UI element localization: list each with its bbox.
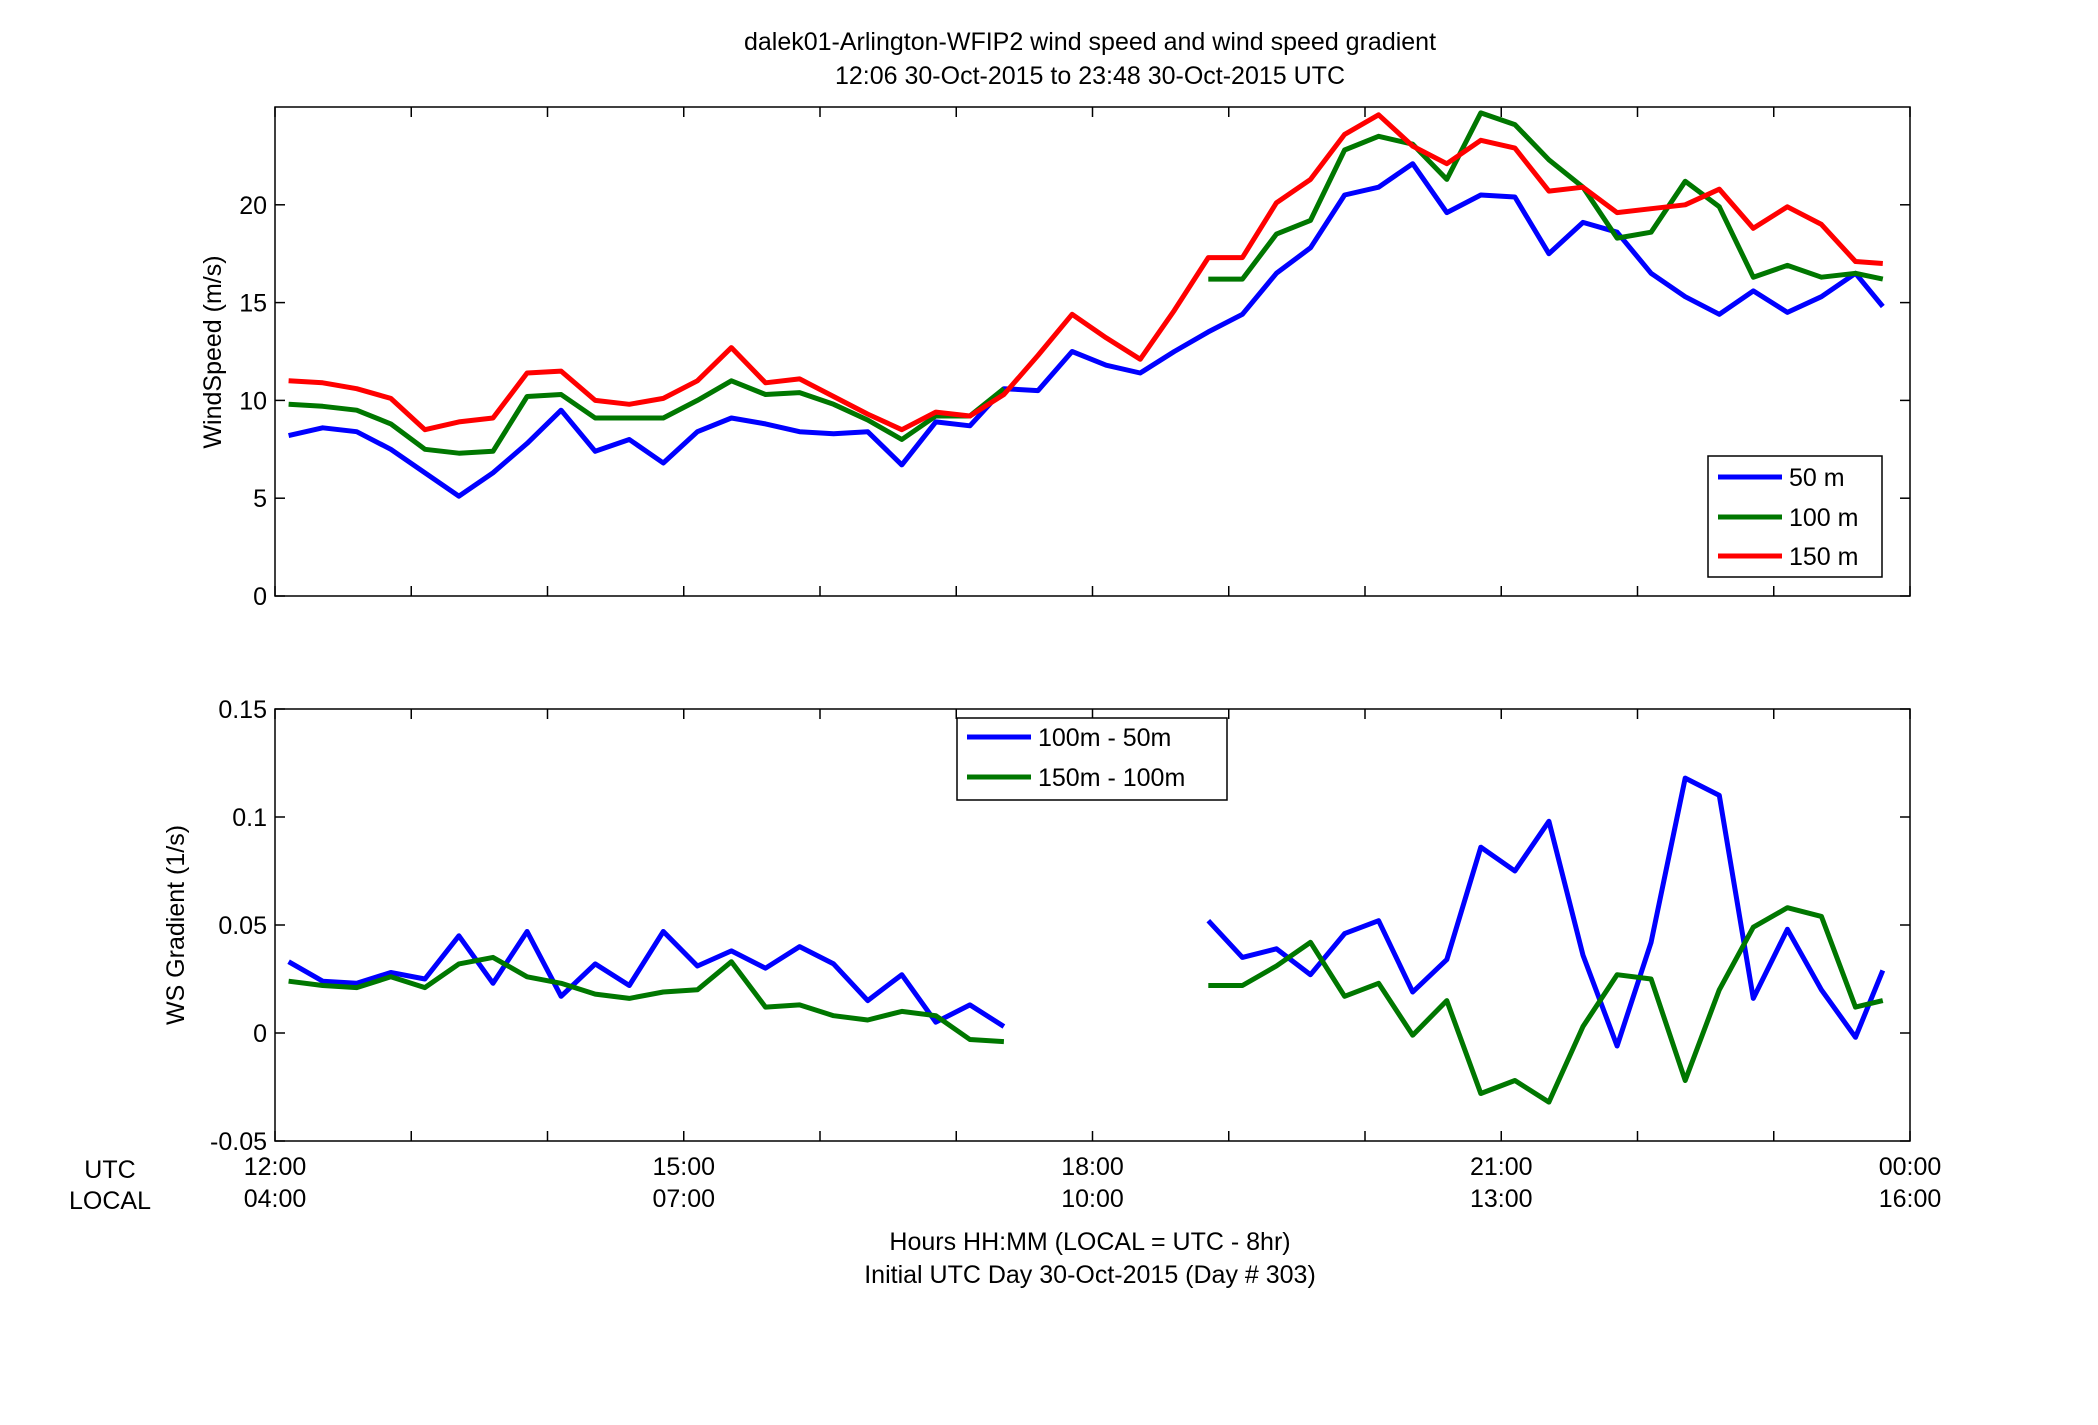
windspeed-y-tick-label: 15 [239,290,267,318]
gradient-series-1-line [1208,905,1884,1105]
x-row-label-local: LOCAL [69,1187,151,1215]
gradient-axis-ticks: -0.05 0 0.05 0.1 0.15 [210,696,1911,1156]
windspeed-legend: 50 m 100 m 150 m [1707,455,1883,578]
gradient-y-tick-label: 0.05 [218,912,267,940]
x-tick-label-local: 10:00 [1061,1185,1124,1213]
gradient-legend-box [956,717,1228,801]
x-tick-label-local: 04:00 [244,1185,307,1213]
legend-label-150m-100m: 150m - 100m [1038,764,1185,792]
legend-label-100m: 100 m [1789,504,1858,532]
windspeed-series-1-line [288,378,1006,456]
x-row-label-utc: UTC [84,1156,135,1184]
windspeed-plot-frame [274,106,1911,597]
gradient-y-tick-label: 0.1 [232,804,267,832]
legend-label-150m: 150 m [1789,543,1858,571]
legend-label-100m-50m: 100m - 50m [1038,724,1171,752]
windspeed-series-2-line [288,112,1883,433]
legend-label-50m: 50 m [1789,464,1845,492]
x-axis-label-line1: Hours HH:MM (LOCAL = UTC - 8hr) [889,1228,1290,1256]
x-tick-label-local: 07:00 [652,1185,715,1213]
gradient-series-0-line [287,929,1006,1029]
windspeed-y-tick-label: 20 [239,192,267,220]
gradient-series-1-line [288,954,1005,1045]
windspeed-panel: 0 5 10 15 20 WindSpeed (m/s) 50 m 100 m 150 … [199,106,1911,611]
gradient-y-axis-label: WS Gradient (1/s) [162,825,190,1025]
gradient-y-tick-label: -0.05 [210,1128,267,1156]
x-tick-label-local: 13:00 [1470,1185,1533,1213]
x-tick-label-utc: 00:00 [1879,1153,1942,1181]
windspeed-axis-ticks: 0 5 10 15 20 [239,107,1911,611]
windspeed-series-0-line [288,161,1885,499]
windspeed-y-tick-label: 5 [253,485,267,513]
figure-title-line2: 12:06 30-Oct-2015 to 23:48 30-Oct-2015 U… [835,62,1345,90]
x-tick-labels: 12:00 04:00 15:00 07:00 18:00 10:00 21:00 13:00… [244,1153,1942,1213]
gradient-series-lines [287,775,1886,1105]
windspeed-series-1-line [1208,110,1884,282]
figure-title-line1: dalek01-Arlington-WFIP2 wind speed and w… [744,28,1436,56]
x-axis-label-line2: Initial UTC Day 30-Oct-2015 (Day # 303) [864,1261,1316,1289]
gradient-legend: 100m - 50m 150m - 100m [956,717,1228,801]
x-tick-label-local: 16:00 [1879,1185,1942,1213]
windspeed-y-tick-label: 10 [239,387,267,415]
gradient-panel: -0.05 0 0.05 0.1 0.15 WS Gradient (1/s) 100m… [162,696,1911,1156]
x-tick-label-utc: 18:00 [1061,1153,1124,1181]
x-tick-label-utc: 15:00 [652,1153,715,1181]
windspeed-y-axis-label: WindSpeed (m/s) [199,255,227,448]
windspeed-series-lines [288,110,1885,499]
gradient-y-tick-label: 0 [253,1020,267,1048]
x-tick-label-utc: 21:00 [1470,1153,1533,1181]
windspeed-y-tick-label: 0 [253,583,267,611]
gradient-y-tick-label: 0.15 [218,696,267,724]
x-tick-label-utc: 12:00 [244,1153,307,1181]
